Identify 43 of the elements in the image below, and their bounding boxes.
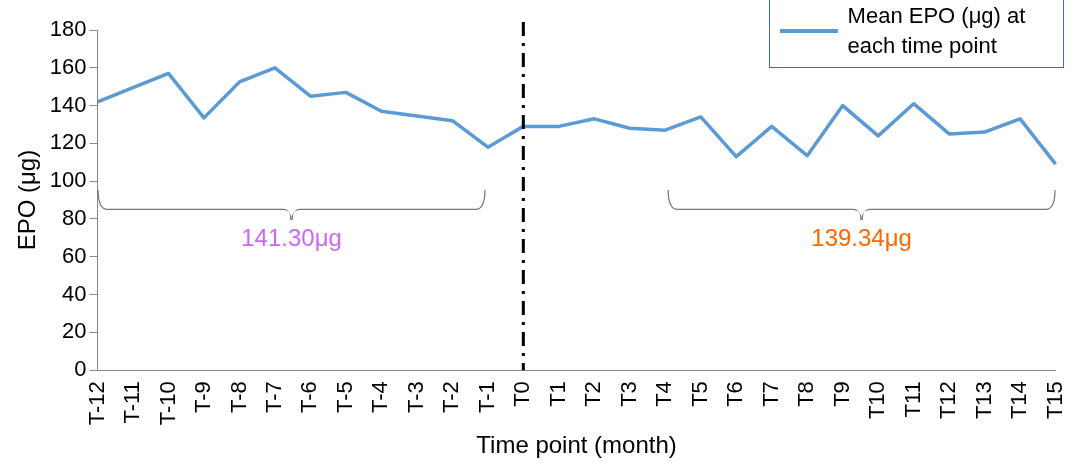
y-tick-label: 100: [49, 167, 87, 193]
x-tick-label: T-4: [367, 381, 393, 413]
x-tick-label: T10: [864, 381, 890, 420]
x-tick-label: T4: [651, 381, 677, 407]
x-tick-label: T-10: [154, 381, 180, 426]
x-tick-label: T7: [757, 381, 783, 407]
x-tick-label: T-8: [225, 381, 251, 413]
y-tick-label: 180: [49, 16, 87, 42]
x-tick-label: T13: [970, 381, 996, 420]
x-tick-label: T-12: [83, 381, 109, 426]
x-axis-title: Time point (month): [476, 431, 677, 459]
y-tick-label: 20: [62, 318, 87, 344]
y-tick-label: 140: [49, 91, 87, 117]
x-tick-label: T-1: [473, 381, 499, 413]
x-tick-label: T-9: [190, 381, 216, 413]
x-tick-label: T15: [1041, 381, 1067, 420]
x-tick-label: T12: [935, 381, 961, 420]
x-tick-label: T-5: [331, 381, 357, 413]
x-tick-label: T6: [722, 381, 748, 407]
legend-label: Mean EPO (μg) at each time point: [847, 2, 1027, 60]
x-tick-label: T8: [793, 381, 819, 407]
x-tick-label: T5: [686, 381, 712, 407]
y-tick-label: 120: [49, 129, 87, 155]
annotation: 141.30μg: [241, 223, 342, 252]
y-tick-label: 60: [62, 242, 87, 268]
x-tick-label: T-7: [260, 381, 286, 413]
x-tick-label: T-11: [119, 381, 145, 424]
y-tick-label: 0: [74, 356, 87, 382]
x-tick-label: T11: [899, 381, 925, 418]
x-tick-label: T1: [544, 381, 570, 407]
x-tick-label: T-2: [438, 381, 464, 413]
x-tick-label: T-6: [296, 381, 322, 413]
y-tick-label: 80: [62, 205, 87, 231]
annotation: 139.34μg: [811, 223, 912, 252]
x-tick-label: T14: [1006, 381, 1032, 420]
x-tick-label: T3: [615, 381, 641, 407]
x-tick-label: T-3: [402, 381, 428, 413]
y-axis-title: EPO (μg): [13, 149, 41, 251]
y-tick-label: 160: [49, 53, 87, 79]
x-tick-label: T9: [828, 381, 854, 407]
x-tick-label: T0: [509, 381, 535, 407]
x-tick-label: T2: [580, 381, 606, 407]
y-tick-label: 40: [62, 280, 87, 306]
